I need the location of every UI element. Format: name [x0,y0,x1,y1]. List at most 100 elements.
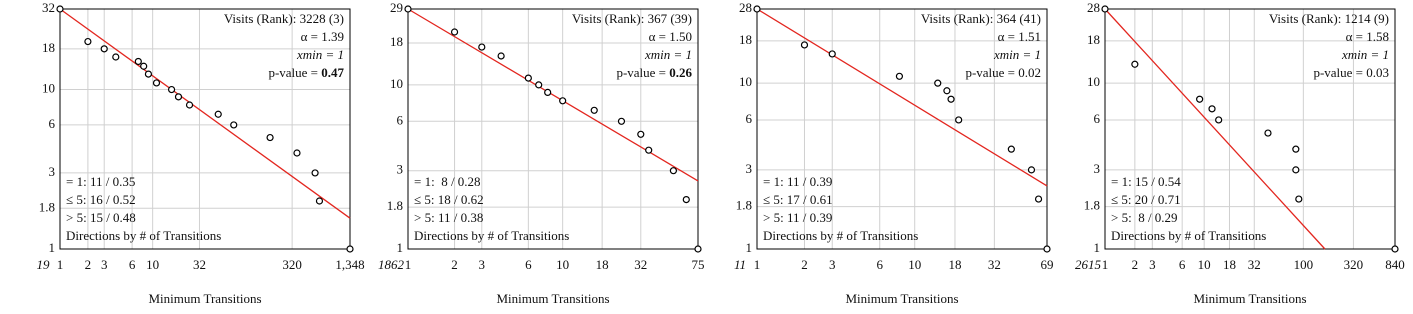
stats-line: ≤ 5: 20 / 0.71 [1111,192,1181,207]
plot-frame [407,8,699,250]
y-tick-label: 3 [746,161,753,176]
p-value-label: p-value = 0.47 [268,65,344,80]
x-tick-label: 18 [948,257,961,272]
y-tick-label: 1 [397,240,404,255]
data-point [144,70,153,78]
y-tick-label: 3 [49,164,56,179]
corner-label: 11 [734,257,746,272]
data-point [1196,95,1204,103]
y-tick-label: 1.8 [736,198,752,213]
y-tick-label: 18 [739,32,752,47]
data-point [152,79,161,87]
data-point [828,50,836,58]
data-point [895,72,904,80]
fit-line [59,8,351,219]
x-tick-label: 1 [754,257,761,272]
corner-label: 1862 [378,257,405,272]
data-point [955,116,963,124]
data-point [497,52,505,60]
y-tick-label: 3 [1094,161,1101,176]
p-value-number: 0.02 [1018,65,1041,80]
x-tick-label: 1 [1102,257,1109,272]
y-tick-label: 18 [390,34,403,49]
p-value-number: 0.47 [321,65,344,80]
x-tick-label: 10 [1198,257,1211,272]
x-tick-label: 3 [479,257,486,272]
x-tick-label: 2 [801,257,808,272]
x-tick-label: 100 [1294,257,1314,272]
x-tick-label: 18 [596,257,609,272]
y-tick-label: 6 [397,112,404,127]
plot-frame [756,8,1048,250]
y-tick-label: 1 [1094,240,1101,255]
stats-line: = 1: 11 / 0.35 [66,174,135,189]
alpha-label: α = 1.50 [649,29,692,44]
y-tick-label: 32 [42,0,55,15]
data-point [524,74,532,82]
alpha-label: α = 1.58 [1346,29,1389,44]
data-point [694,245,702,253]
data-point [56,5,64,13]
p-value-number: 0.26 [669,65,692,80]
data-point [590,106,598,114]
p-value-text: p-value = [1313,65,1366,80]
y-tick-label: 1 [746,240,753,255]
x-axis-label: Minimum Transitions [845,291,958,306]
y-tick-label: 28 [739,0,752,15]
y-tick-label: 6 [1094,111,1101,126]
x-tick-label: 1 [57,257,64,272]
stats-line: Directions by # of Transitions [1111,228,1266,243]
data-point [682,195,690,204]
stats-line: ≤ 5: 18 / 0.62 [414,192,484,207]
data-point [167,85,176,94]
x-tick-label: 10 [908,257,921,272]
stats-line: > 5: 8 / 0.29 [1111,210,1178,225]
xmin-label: xmin = 1 [644,47,692,62]
data-point [1215,116,1223,124]
y-tick-label: 1.8 [39,199,55,214]
x-tick-label: 6 [1179,257,1186,272]
data-point [1264,129,1272,137]
data-point [174,93,183,101]
x-tick-label: 3 [1149,257,1156,272]
data-point [478,43,486,51]
data-point [1101,5,1109,13]
x-tick-label: 32 [1248,257,1261,272]
data-point [311,169,319,177]
x-axis-label: Minimum Transitions [148,291,261,306]
data-point [134,57,142,66]
x-tick-label: 32 [634,257,647,272]
y-tick-label: 10 [739,74,752,89]
data-point [1007,145,1015,153]
p-value-text: p-value = [965,65,1018,80]
data-point [1292,145,1300,153]
x-tick-label: 6 [876,257,883,272]
y-tick-label: 6 [746,111,753,126]
data-point [1131,60,1139,68]
corner-label: 2615 [1075,257,1102,272]
stats-line: > 5: 15 / 0.48 [66,210,136,225]
data-point [669,167,677,175]
data-point [315,197,324,205]
data-point [637,130,645,138]
x-tick-label: 2 [451,257,458,272]
visits-label: Visits (Rank): 1214 (9) [1269,11,1389,26]
data-point [140,62,148,70]
data-point [1292,166,1300,174]
data-point [800,41,809,49]
p-value-label: p-value = 0.03 [1313,65,1389,80]
x-tick-label: 2 [1132,257,1139,272]
data-point [1295,195,1303,203]
alpha-label: α = 1.39 [301,29,344,44]
data-point [293,149,301,157]
y-tick-label: 10 [42,81,55,96]
stats-line: = 1: 11 / 0.39 [763,174,832,189]
p-value-label: p-value = 0.26 [616,65,692,80]
y-tick-label: 18 [1087,32,1100,47]
data-point [1034,195,1043,203]
x-tick-label: 6 [525,257,532,272]
x-tick-label: 10 [556,257,569,272]
y-tick-label: 1.8 [387,198,403,213]
p-value-label: p-value = 0.02 [965,65,1041,80]
x-tick-label: 3 [829,257,836,272]
